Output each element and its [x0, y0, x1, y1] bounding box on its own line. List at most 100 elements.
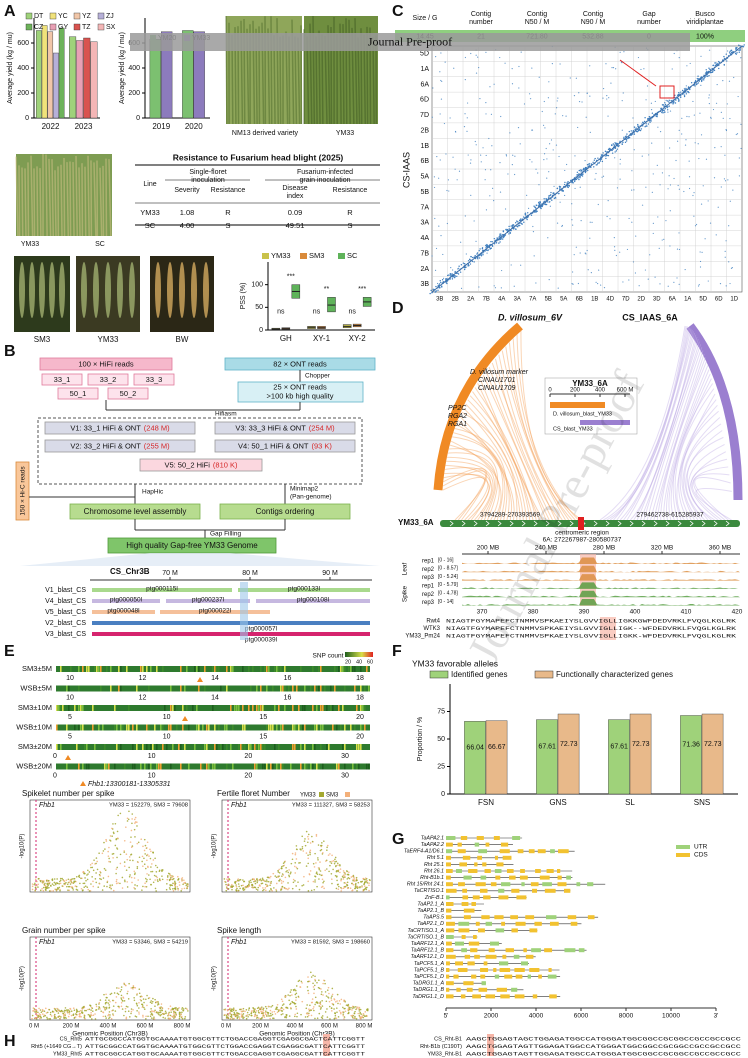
snp-point [80, 877, 82, 880]
snp-point [330, 997, 333, 999]
snp-stripe [78, 666, 80, 672]
dot [555, 197, 557, 199]
snp-point [284, 1016, 286, 1019]
table-cell: 100% [696, 33, 714, 40]
snp-point [331, 854, 333, 857]
dot [504, 208, 507, 210]
axis-tick-label: 18 [356, 694, 364, 701]
dot [565, 115, 567, 117]
snp-point [261, 879, 264, 881]
snp-point [75, 875, 78, 878]
snp-point [354, 1015, 356, 1018]
snp-point [289, 1002, 292, 1005]
snp-point [286, 869, 288, 872]
snp-stripe [142, 744, 144, 750]
dot [479, 98, 481, 100]
dashed-frame [37, 417, 363, 485]
snp-stripe [66, 763, 68, 770]
snp-point [318, 878, 320, 880]
legend-label: SX [106, 24, 116, 31]
dot [720, 146, 722, 148]
snp-point [313, 984, 316, 987]
synteny-ribbon [446, 456, 495, 521]
snp-point [339, 868, 342, 870]
snp-stripe [316, 724, 318, 731]
dot [508, 228, 510, 230]
snp-stripe [198, 685, 200, 692]
dot [446, 189, 448, 192]
snp-point [116, 830, 119, 833]
legend-label: YC [58, 13, 68, 20]
exon [479, 888, 488, 893]
snp-point [75, 885, 78, 888]
dot [581, 101, 583, 103]
dot [429, 292, 431, 295]
snp-highlight [487, 1034, 494, 1056]
snp-point [312, 974, 314, 977]
dot [438, 177, 440, 179]
axis-tick-label: 12 [139, 675, 147, 682]
dot [707, 200, 709, 202]
dot [622, 281, 624, 283]
dot [558, 192, 560, 195]
significance: ** [324, 286, 330, 293]
snp-point [78, 1010, 80, 1013]
exon [566, 875, 571, 880]
snp-stripe [212, 705, 214, 711]
dot [491, 245, 494, 248]
seq-name: CS_Rht-B1 [434, 1036, 462, 1042]
dot [432, 288, 434, 290]
snp-point [288, 999, 290, 1002]
dot [634, 272, 637, 274]
snp-stripe [338, 666, 340, 672]
axis-tick-label: 0 [53, 772, 57, 779]
snp-point [110, 992, 113, 995]
snp-stripe [82, 763, 84, 770]
snp-point [88, 871, 91, 873]
snp-point [238, 1013, 240, 1015]
chevron [713, 520, 718, 527]
bar [36, 30, 42, 119]
table-header: viridiplantae [686, 19, 723, 26]
dot [645, 125, 647, 127]
snp-point [122, 1000, 124, 1002]
dot [546, 158, 548, 160]
dot [440, 98, 443, 100]
dot [589, 131, 591, 133]
contig-label: ptg000133l [288, 586, 321, 593]
snp-point [307, 854, 309, 857]
legend-label: YM33 [271, 251, 291, 260]
snp-stripe [274, 744, 276, 750]
snp-point [116, 848, 119, 850]
dot [448, 190, 450, 192]
dot [712, 70, 714, 72]
snp-point [36, 884, 38, 887]
snp-point [108, 1017, 110, 1020]
dot [572, 182, 574, 184]
dot [467, 265, 469, 267]
snp-point [295, 848, 298, 850]
snp-point [168, 1017, 171, 1020]
snp-stripe [196, 724, 198, 731]
snp-stripe [150, 744, 152, 750]
dot [675, 159, 677, 162]
dot [485, 102, 487, 104]
snp-point [143, 1008, 146, 1010]
snp-stripe [226, 685, 228, 692]
snp-point [294, 872, 297, 874]
snp-stripe [360, 744, 362, 750]
snp-point [366, 886, 368, 889]
dot [516, 220, 518, 222]
snp-point [62, 1015, 65, 1017]
snp-point [324, 991, 327, 993]
snp-point [42, 889, 45, 892]
snp-point [146, 853, 149, 856]
caption: SM3 [34, 335, 51, 344]
snp-point [368, 884, 370, 887]
snp-point [112, 831, 115, 834]
dot [535, 207, 537, 209]
snp-point [157, 880, 159, 883]
snp-stripe [334, 685, 336, 692]
snp-point [298, 862, 300, 864]
dot [707, 280, 709, 282]
